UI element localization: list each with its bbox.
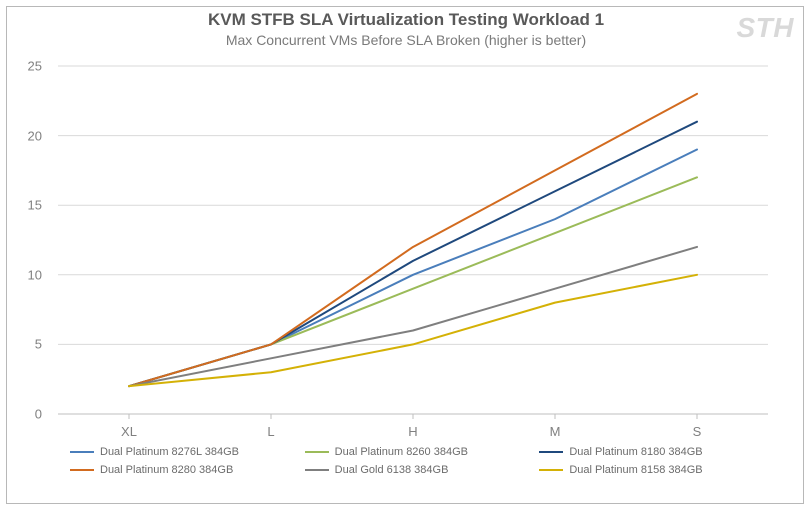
y-tick-label: 5 [6, 337, 42, 352]
y-tick-label: 15 [6, 198, 42, 213]
legend-swatch [539, 451, 563, 453]
y-tick-label: 20 [6, 128, 42, 143]
legend-item: Dual Platinum 8158 384GB [539, 464, 770, 476]
legend-swatch [305, 469, 329, 471]
legend-item: Dual Platinum 8180 384GB [539, 446, 770, 458]
legend-label: Dual Platinum 8280 384GB [100, 464, 233, 476]
y-tick-label: 0 [6, 407, 42, 422]
legend-swatch [539, 469, 563, 471]
y-tick-label: 25 [6, 59, 42, 74]
legend: Dual Platinum 8276L 384GB Dual Platinum 8… [70, 446, 770, 476]
line-chart [48, 60, 778, 420]
y-tick-label: 10 [6, 267, 42, 282]
x-tick-label: L [267, 424, 274, 439]
x-tick-label: S [693, 424, 702, 439]
x-tick-label: XL [121, 424, 137, 439]
chart-subtitle: Max Concurrent VMs Before SLA Broken (hi… [0, 32, 812, 48]
legend-label: Dual Platinum 8180 384GB [569, 446, 702, 458]
legend-swatch [70, 469, 94, 471]
legend-label: Dual Platinum 8276L 384GB [100, 446, 239, 458]
legend-swatch [305, 451, 329, 453]
chart-title: KVM STFB SLA Virtualization Testing Work… [0, 10, 812, 30]
legend-swatch [70, 451, 94, 453]
legend-label: Dual Gold 6138 384GB [335, 464, 449, 476]
x-tick-label: H [408, 424, 417, 439]
legend-item: Dual Platinum 8280 384GB [70, 464, 301, 476]
legend-item: Dual Platinum 8260 384GB [305, 446, 536, 458]
watermark-text: STH [737, 12, 795, 44]
legend-item: Dual Gold 6138 384GB [305, 464, 536, 476]
legend-item: Dual Platinum 8276L 384GB [70, 446, 301, 458]
legend-label: Dual Platinum 8158 384GB [569, 464, 702, 476]
legend-label: Dual Platinum 8260 384GB [335, 446, 468, 458]
x-tick-label: M [550, 424, 561, 439]
